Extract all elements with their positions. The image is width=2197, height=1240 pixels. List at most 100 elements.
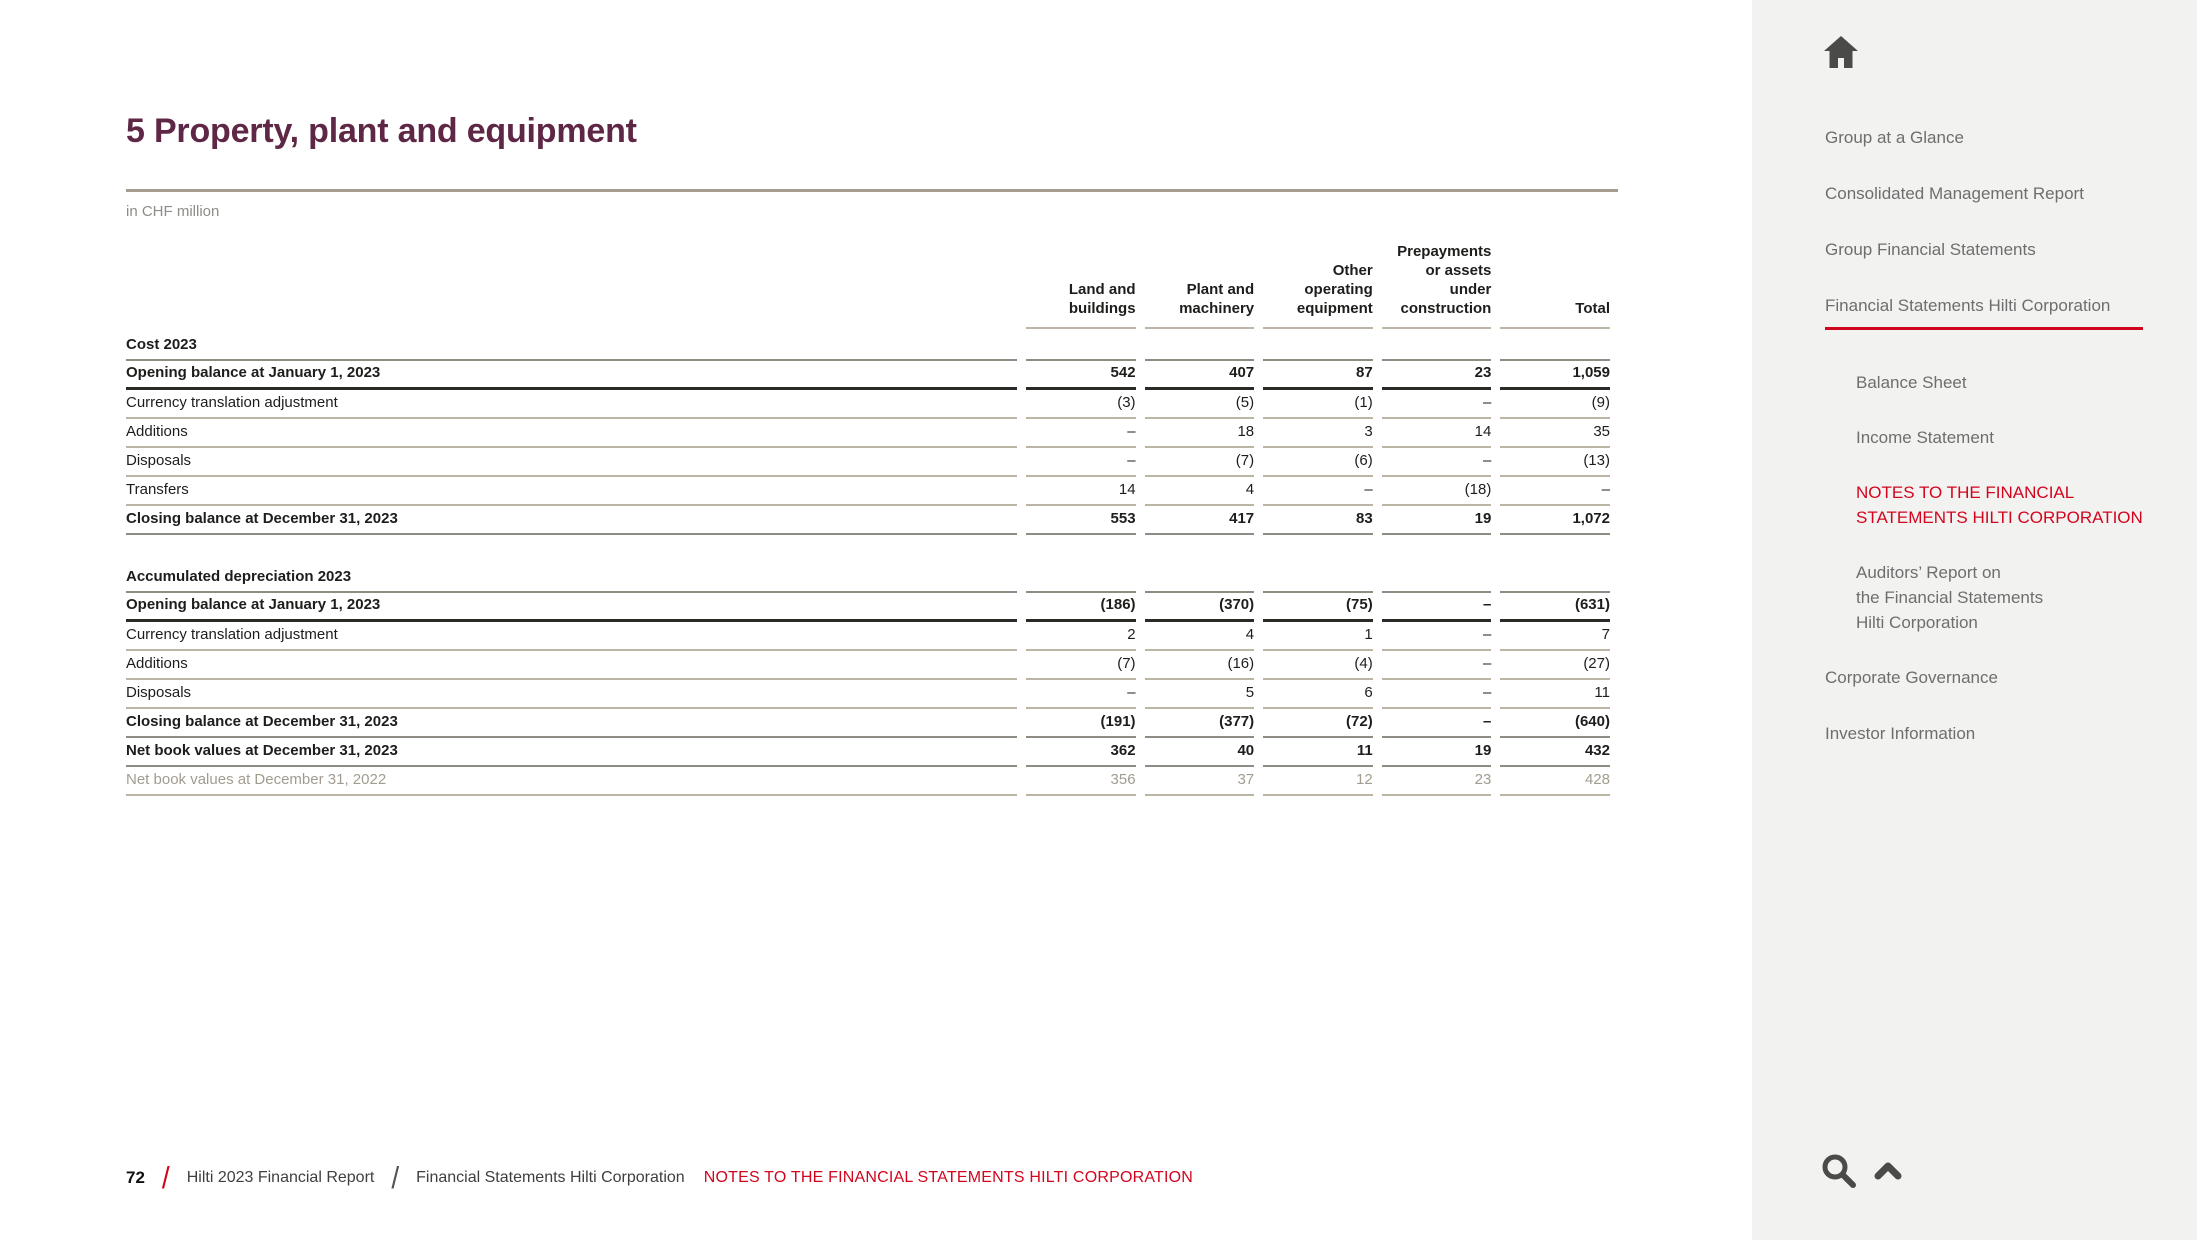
row-label: Closing balance at December 31, 2023	[126, 506, 1017, 535]
sidebar-item[interactable]: Group Financial Statements	[1825, 237, 2185, 262]
breadcrumb-separator: /	[391, 1160, 400, 1195]
table-row: Closing balance at December 31, 2023 553 4…	[126, 506, 1610, 535]
sidebar-item-label: Corporate Governance	[1825, 668, 1998, 687]
row-label: Additions	[126, 419, 1017, 448]
cell-value: –	[1025, 680, 1136, 709]
column-header: Prepayments or assets under construction	[1381, 226, 1492, 329]
sidebar-item-label: Income Statement	[1856, 428, 1994, 447]
section-header-row: Cost 2023	[126, 329, 1610, 361]
breadcrumb-current: NOTES TO THE FINANCIAL STATEMENTS HILTI …	[703, 1169, 1194, 1186]
row-label: Opening balance at January 1, 2023	[126, 593, 1017, 622]
cell-value: (186)	[1025, 593, 1136, 622]
cell-value: –	[1381, 709, 1492, 738]
cell-value: 87	[1263, 361, 1373, 390]
table-body: Cost 2023 Opening balance at January 1, 2…	[126, 329, 1610, 796]
table-row: Additions –18 3 14 35	[126, 419, 1610, 448]
home-icon[interactable]	[1824, 36, 1858, 68]
cell-empty	[1026, 535, 1136, 561]
cell-empty	[1500, 535, 1610, 561]
row-label: Accumulated depreciation 2023	[126, 561, 1017, 593]
cell-value: 542	[1025, 361, 1136, 390]
cell-value: 6	[1263, 680, 1373, 709]
sidebar-item[interactable]: Consolidated Management Report	[1825, 181, 2185, 206]
cell-value: 362	[1025, 738, 1136, 767]
row-label: Transfers	[126, 477, 1017, 506]
breadcrumb-link[interactable]: Financial Statements Hilti Corporation	[416, 1169, 685, 1186]
cell-value: –	[1500, 477, 1610, 506]
sidebar-item-label: Group at a Glance	[1825, 128, 1964, 147]
row-label: Closing balance at December 31, 2023	[126, 709, 1017, 738]
row-label	[126, 535, 1017, 561]
collapse-up-icon[interactable]	[1874, 1161, 1902, 1186]
sidebar-item[interactable]: Income Statement	[1856, 425, 2185, 450]
cell-value: –	[1381, 622, 1492, 651]
sidebar-tools	[1820, 1152, 1902, 1195]
sidebar-item[interactable]: Investor Information	[1825, 721, 2185, 746]
cell-value: (9)	[1500, 390, 1610, 419]
unit-note: in CHF million	[126, 203, 220, 220]
cell-value: 40	[1144, 738, 1255, 767]
footer-breadcrumb: 72 / Hilti 2023 Financial Report / Financia…	[126, 1160, 1194, 1195]
cell-value: 4	[1144, 622, 1255, 651]
cell-value: (7)	[1025, 651, 1136, 680]
cell-value: (370)	[1144, 593, 1255, 622]
cell-value: 12	[1263, 767, 1373, 796]
cell-value: (18)	[1381, 477, 1492, 506]
cell-value: (13)	[1500, 448, 1610, 477]
cell-value: (4)	[1263, 651, 1373, 680]
cell-value: 428	[1500, 767, 1610, 796]
sidebar-item[interactable]: Financial Statements Hilti Corporation	[1825, 293, 2185, 330]
cell-value: (75)	[1263, 593, 1373, 622]
cell-empty	[1263, 535, 1373, 561]
cell-value: 19	[1381, 506, 1492, 535]
cell-value: –	[1381, 680, 1492, 709]
table-row: Opening balance at January 1, 2023 542 407…	[126, 361, 1610, 390]
sidebar-item-label: Investor Information	[1825, 724, 1976, 743]
ppe-table: Land and buildings Plant and machinery Oth…	[117, 226, 1619, 796]
row-label: Additions	[126, 651, 1017, 680]
cell-empty	[1025, 329, 1136, 361]
sidebar-item[interactable]: Auditors’ Report on the Financial Statem…	[1856, 560, 2185, 635]
sidebar-item-label: Balance Sheet	[1856, 373, 1967, 392]
sidebar-item[interactable]: Balance Sheet	[1856, 370, 2185, 395]
cell-value: 83	[1263, 506, 1373, 535]
cell-value: 23	[1381, 361, 1492, 390]
cell-value: 553	[1025, 506, 1136, 535]
cell-value: 4	[1144, 477, 1255, 506]
cell-value: (5)	[1144, 390, 1255, 419]
table-row: Currency translation adjustment (3) (5) (1)…	[126, 390, 1610, 419]
table-row: Closing balance at December 31, 2023 (191…	[126, 709, 1610, 738]
cell-value: (377)	[1144, 709, 1255, 738]
sidebar-item[interactable]: Group at a Glance	[1825, 125, 2185, 150]
cell-empty	[1263, 329, 1373, 361]
search-icon[interactable]	[1820, 1152, 1858, 1195]
cell-empty	[1144, 561, 1255, 593]
cell-value: 407	[1144, 361, 1255, 390]
cell-value: 432	[1500, 738, 1610, 767]
sidebar: Group at a Glance Consolidated Management…	[1752, 0, 2197, 1240]
row-label: Cost 2023	[126, 329, 1017, 361]
table-header-row: Land and buildings Plant and machinery Oth…	[126, 226, 1610, 329]
cell-value: 11	[1263, 738, 1373, 767]
cell-empty	[1500, 329, 1610, 361]
table-row: Net book values at December 31, 2022 356 3…	[126, 767, 1610, 796]
cell-value: 1	[1263, 622, 1373, 651]
cell-empty	[1025, 561, 1136, 593]
sidebar-item[interactable]: Corporate Governance	[1825, 665, 2185, 690]
sidebar-item[interactable]: NOTES TO THE FINANCIAL STATEMENTS HILTI …	[1856, 480, 2185, 530]
column-header: Plant and machinery	[1144, 226, 1255, 329]
cell-value: (6)	[1263, 448, 1373, 477]
cell-value: 37	[1144, 767, 1255, 796]
table-row: Currency translation adjustment 2 4 1–7	[126, 622, 1610, 651]
cell-value: –	[1381, 593, 1492, 622]
column-header: Total	[1500, 226, 1610, 329]
cell-empty	[1263, 561, 1373, 593]
cell-value: 14	[1025, 477, 1136, 506]
row-label: Opening balance at January 1, 2023	[126, 361, 1017, 390]
cell-value: 18	[1144, 419, 1255, 448]
table-row: Additions (7) (16) (4) – (27)	[126, 651, 1610, 680]
row-label: Currency translation adjustment	[126, 622, 1017, 651]
cell-value: 14	[1381, 419, 1492, 448]
cell-value: 7	[1500, 622, 1610, 651]
breadcrumb-link[interactable]: Hilti 2023 Financial Report	[186, 1169, 375, 1186]
